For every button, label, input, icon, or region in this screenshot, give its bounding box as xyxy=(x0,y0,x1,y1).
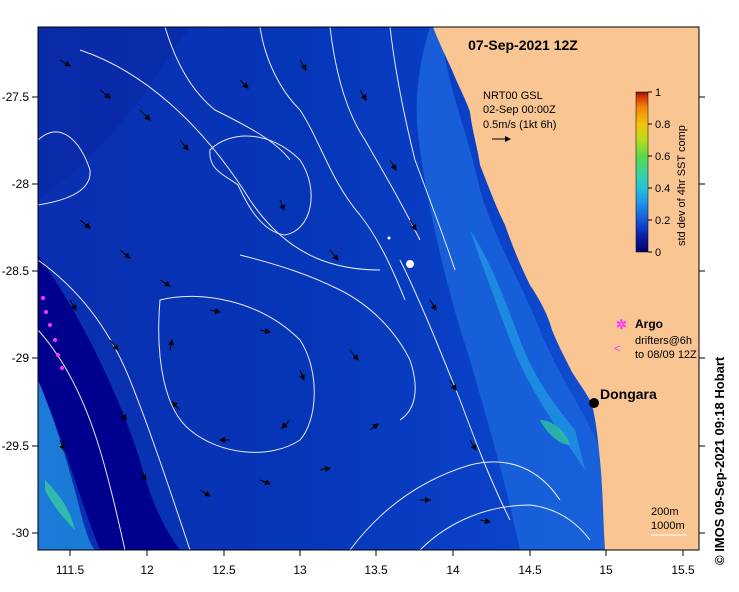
island xyxy=(406,260,414,268)
current-source-label: NRT00 GSL xyxy=(483,90,543,102)
colorbar-ticks xyxy=(648,91,652,253)
x-tick-label: 15 xyxy=(599,563,613,577)
map-frame xyxy=(37,26,700,551)
map-title: 07-Sep-2021 12Z xyxy=(468,37,578,53)
current-time-label: 02-Sep 00:00Z xyxy=(483,104,556,116)
argo-legend-icon: ✲ xyxy=(616,317,627,332)
south-west-cyan-patch xyxy=(38,380,95,550)
x-tick-label: 15.5 xyxy=(671,563,695,577)
colorbar-tick-label: 0.6 xyxy=(655,151,670,163)
shelf-edge-cyan xyxy=(470,230,585,470)
y-tick-label: -27.5 xyxy=(2,90,30,104)
y-tick-label: -29 xyxy=(12,351,30,365)
drifter-legend-line2: to 08/09 12Z xyxy=(635,349,697,361)
drifter-tracks xyxy=(41,296,64,370)
argo-legend-label: Argo xyxy=(635,317,663,331)
colorbar-tick-label: 0.2 xyxy=(655,215,670,227)
south-west-green-patch xyxy=(45,480,75,530)
x-tick-label: 12 xyxy=(140,563,154,577)
x-tick-label: 13.5 xyxy=(364,563,388,577)
land-mass xyxy=(433,27,699,550)
x-axis-ticks xyxy=(69,550,684,556)
colorbar-tick-label: 0.4 xyxy=(655,183,670,195)
x-tick-label: 14.5 xyxy=(518,563,542,577)
y-tick-label: -30 xyxy=(12,526,30,540)
colorbar-tick-label: 0.8 xyxy=(655,119,670,131)
current-vectors xyxy=(59,59,491,524)
x-tick-label: 13 xyxy=(293,563,307,577)
x-tick-label: 14 xyxy=(446,563,460,577)
deep-water-band xyxy=(38,255,180,550)
y-tick-label: -29.5 xyxy=(2,439,30,453)
depth-legend-1000: 1000m xyxy=(651,520,685,532)
y-tick-label: -28.5 xyxy=(2,264,30,278)
y-tick-label: -28 xyxy=(12,177,30,191)
x-tick-label: 111.5 xyxy=(56,563,85,577)
credit-label: © IMOS 09-Sep-2021 09:18 Hobart xyxy=(712,356,727,565)
x-tick-label: 12.5 xyxy=(212,563,236,577)
colorbar-tick-label: 0 xyxy=(655,247,661,259)
drifter-legend-icon: < xyxy=(614,343,620,355)
dongara-marker xyxy=(589,398,599,408)
colorbar xyxy=(635,91,649,253)
y-axis-ticks xyxy=(32,96,705,534)
colorbar-tick-label: 1 xyxy=(655,87,661,99)
depth-contours xyxy=(38,27,591,550)
drifter-legend-line1: drifters@6h xyxy=(635,335,692,347)
place-label: Dongara xyxy=(600,386,657,402)
deep-water-patch-north xyxy=(38,27,190,200)
shelf-patch-green xyxy=(540,420,570,445)
current-scale-label: 0.5m/s (1kt 6h) xyxy=(483,119,556,131)
colorbar-title: std dev of 4hr SST comp xyxy=(676,125,688,246)
island-small xyxy=(387,236,391,240)
depth-legend-200: 200m xyxy=(651,506,679,518)
